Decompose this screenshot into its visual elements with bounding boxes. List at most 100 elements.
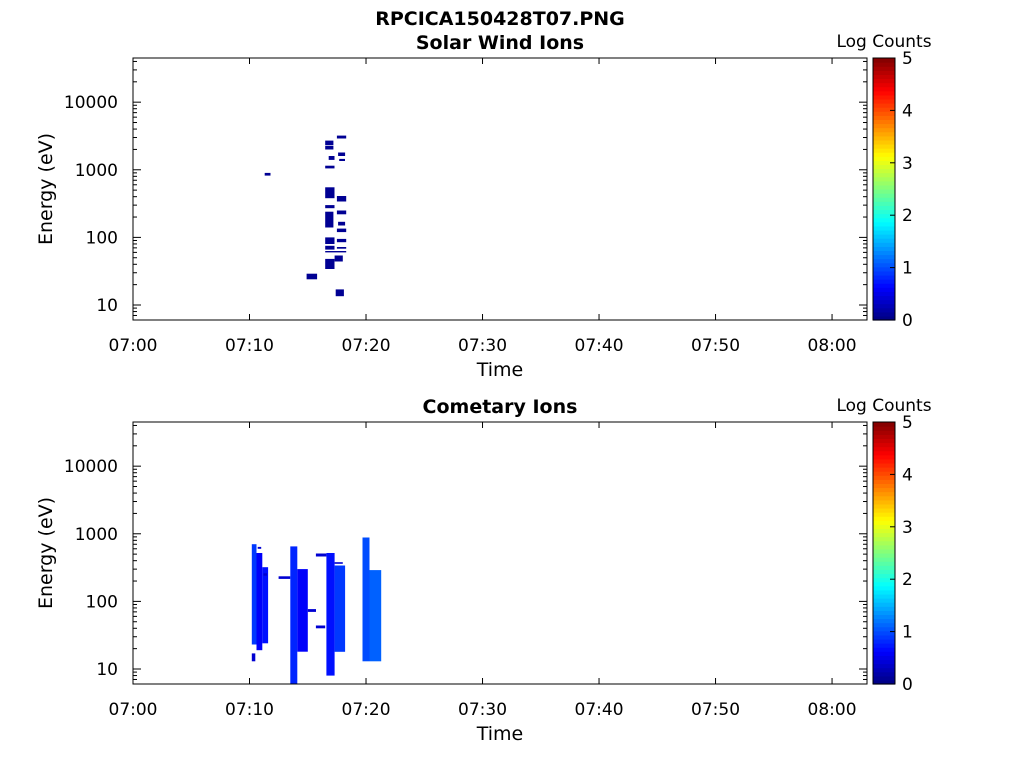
x-tick-label: 07:50 xyxy=(691,700,740,720)
colorbar-segment xyxy=(873,540,895,546)
colorbar-segment xyxy=(873,593,895,599)
x-tick-label: 07:10 xyxy=(225,336,274,356)
heatmap-cell xyxy=(315,553,327,557)
y-tick-label: 10 xyxy=(96,660,118,680)
colorbar-segment xyxy=(873,287,895,292)
colorbar-segment xyxy=(873,201,895,206)
plot-frame xyxy=(132,57,868,321)
colorbar-segment xyxy=(873,528,895,534)
colorbar-segment xyxy=(873,107,895,112)
x-tick-label: 07:30 xyxy=(458,700,507,720)
colorbar-tick-label: 2 xyxy=(902,206,913,226)
colorbar-tick-label: 0 xyxy=(902,675,913,695)
colorbar-segment xyxy=(873,225,895,231)
heatmap-cell xyxy=(256,553,263,651)
heatmap-cell xyxy=(338,152,346,156)
colorbar-segment xyxy=(873,548,895,554)
colorbar-segment xyxy=(873,634,895,640)
colorbar-frame xyxy=(872,57,896,321)
colorbar-segment xyxy=(873,143,895,149)
colorbar-segment xyxy=(873,475,895,480)
colorbar-tick-label: 2 xyxy=(902,570,913,590)
colorbar-segment xyxy=(873,434,895,439)
x-tick-label: 07:50 xyxy=(691,336,740,356)
colorbar-segment xyxy=(873,90,895,96)
y-axis-label: Energy (eV) xyxy=(35,133,57,245)
heatmap-cell xyxy=(325,245,335,250)
x-tick-label: 07:20 xyxy=(342,336,391,356)
colorbar-segment xyxy=(873,213,895,219)
colorbar-segment xyxy=(873,467,895,472)
colorbar-segment xyxy=(873,311,895,317)
heatmap-cell xyxy=(257,546,262,549)
colorbar-segment xyxy=(873,553,895,558)
y-tick-label: 1000 xyxy=(75,161,118,181)
heatmap-cell xyxy=(334,562,343,564)
colorbar-label: Log Counts xyxy=(836,396,931,416)
colorbar-segment xyxy=(873,262,895,268)
heatmap-cells xyxy=(251,537,382,684)
colorbar-segment xyxy=(873,250,895,256)
colorbar-segment xyxy=(873,454,895,460)
colorbar-segment xyxy=(873,58,895,63)
heatmap-cell xyxy=(325,211,334,228)
colorbar-segment xyxy=(873,242,895,247)
heatmap-cell xyxy=(335,289,344,297)
heatmap-cell xyxy=(307,609,316,612)
colorbar-segment xyxy=(873,479,895,484)
heatmap-cell xyxy=(306,273,318,280)
colorbar-segment xyxy=(873,458,895,464)
colorbar-segment xyxy=(873,499,895,505)
colorbar-segment xyxy=(873,315,895,321)
colorbar-segment xyxy=(873,66,895,71)
colorbar-segment xyxy=(873,507,895,513)
heatmap-cell xyxy=(336,196,347,202)
colorbar-segment xyxy=(873,442,895,448)
plot-frame xyxy=(132,421,868,685)
panel-title: Cometary Ions xyxy=(423,396,578,418)
colorbar-segment xyxy=(873,512,895,517)
heatmap-cell xyxy=(290,546,298,684)
colorbar-segment xyxy=(873,217,895,223)
heatmap-cell xyxy=(325,140,334,146)
colorbar-segment xyxy=(873,618,895,624)
colorbar-segment xyxy=(873,495,895,501)
colorbar-segment xyxy=(873,667,895,673)
colorbar-segment xyxy=(873,111,895,116)
colorbar-tick-label: 3 xyxy=(902,154,913,174)
colorbar-segment xyxy=(873,234,895,239)
colorbar-segment xyxy=(873,483,895,489)
colorbar-segment xyxy=(873,74,895,80)
colorbar-tick-label: 1 xyxy=(902,259,913,279)
colorbar-segment xyxy=(873,671,895,677)
colorbar-segment xyxy=(873,184,895,190)
heatmap-cell xyxy=(315,625,326,629)
colorbar-segment xyxy=(873,679,895,685)
colorbar-segment xyxy=(873,516,895,521)
colorbar-segment xyxy=(873,655,895,661)
heatmap-cell xyxy=(262,567,269,644)
colorbar-segment xyxy=(873,197,895,202)
colorbar-segment xyxy=(873,180,895,186)
colorbar-segment xyxy=(873,430,895,435)
heatmap-cells xyxy=(264,135,347,297)
colorbar-segment xyxy=(873,135,895,141)
heatmap-cell xyxy=(325,205,335,209)
colorbar-segment xyxy=(873,164,895,170)
colorbar-segment xyxy=(873,299,895,305)
colorbar-segment xyxy=(873,139,895,145)
colorbar-segment xyxy=(873,438,895,444)
heatmap-cell xyxy=(325,237,335,244)
colorbar-segment xyxy=(873,610,895,615)
colorbar-segment xyxy=(873,491,895,497)
colorbar-segment xyxy=(873,291,895,297)
colorbar-segment xyxy=(873,577,895,583)
panel-title: Solar Wind Ions xyxy=(416,32,584,54)
colorbar-segment xyxy=(873,581,895,587)
colorbar-segment xyxy=(873,520,895,525)
colorbar-segment xyxy=(873,565,895,570)
heatmap-cell xyxy=(336,135,347,139)
colorbar-segment xyxy=(873,148,895,153)
colorbar-segment xyxy=(873,127,895,133)
colorbar-segment xyxy=(873,638,895,644)
